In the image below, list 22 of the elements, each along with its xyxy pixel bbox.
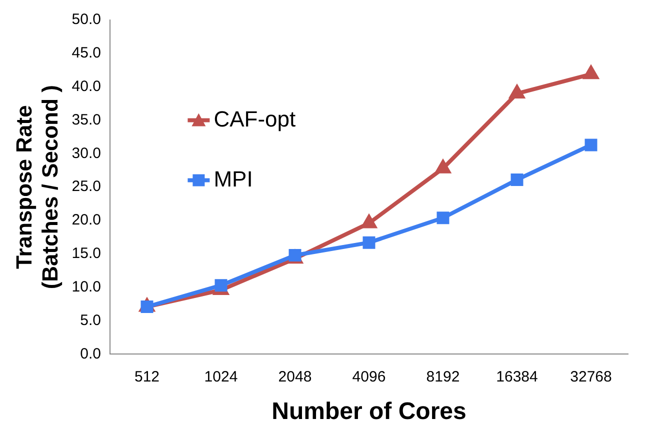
y-tick-label: 5.0	[80, 312, 101, 329]
x-tick-label: 32768	[570, 368, 612, 386]
y-tick-label: 10.0	[72, 278, 101, 296]
y-tick-label: 25.0	[72, 178, 101, 196]
y-tick-label: 30.0	[72, 144, 101, 162]
legend-label: MPI	[214, 166, 253, 192]
x-axis-title: Number of Cores	[272, 398, 466, 426]
y-tick-label: 20.0	[72, 212, 101, 229]
y-tick-label: 0.0	[80, 345, 101, 362]
x-tick-label: 2048	[278, 368, 312, 386]
legend-label: CAF-opt	[214, 106, 296, 132]
y-tick-label: 15.0	[72, 245, 101, 262]
x-tick-label: 8192	[426, 368, 460, 386]
y-tick-label: 35.0	[72, 111, 101, 128]
y-tick-label: 50.0	[72, 11, 101, 28]
x-tick-label: 512	[134, 368, 160, 386]
x-tick-label: 1024	[204, 368, 238, 386]
x-tick-label: 16384	[496, 368, 538, 386]
x-tick-label: 4096	[352, 368, 386, 386]
y-tick-label: 45.0	[72, 44, 101, 62]
y-tick-label: 40.0	[72, 78, 101, 95]
y-axis-title: Transpose Rate (Batches / Second )	[11, 85, 63, 290]
